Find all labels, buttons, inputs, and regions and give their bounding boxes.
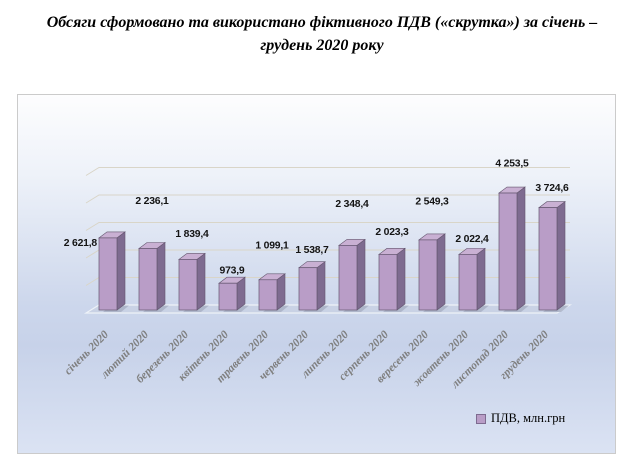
bar-chart-canvas: 2 621,8 2 236,1 1 839,4 973,9 1 099,1 1 538,7… — [62, 159, 573, 391]
bar-side-face — [316, 261, 326, 311]
bar-value-label: 2 023,3 — [375, 227, 409, 238]
bar-front-face — [258, 279, 278, 311]
bar-front-face — [98, 237, 118, 311]
bar-value-label: 3 724,6 — [535, 183, 569, 194]
bar-front-face — [338, 245, 358, 311]
bar-front-face — [138, 248, 158, 311]
bar-серпень-2020 — [378, 247, 409, 312]
bar-березень-2020 — [178, 252, 209, 312]
bar-червень-2020 — [298, 261, 329, 312]
bar-жовтень-2020 — [458, 247, 489, 312]
chart-title-line2: грудень 2020 року — [260, 36, 384, 54]
gridline — [85, 167, 570, 176]
bar-value-label: 1 839,4 — [175, 229, 209, 240]
bar-side-face — [396, 247, 406, 311]
bar-front-face — [218, 282, 238, 311]
bar-травень-2020 — [258, 273, 289, 312]
bar-side-face — [556, 200, 566, 311]
bar-листопад-2020 — [498, 186, 529, 312]
bar-front-face — [458, 254, 478, 311]
bar-липень-2020 — [338, 238, 369, 312]
bar-січень-2020 — [98, 231, 129, 312]
gridline — [85, 194, 570, 204]
bar-side-face — [516, 186, 526, 311]
bar-side-face — [156, 241, 166, 311]
bar-side-face — [116, 231, 126, 311]
bar-value-label: 2 549,3 — [415, 196, 449, 207]
bar-грудень-2020 — [538, 200, 569, 312]
chart-title: Обсяги сформовано та використано фіктивн… — [28, 12, 616, 57]
bar-front-face — [178, 259, 198, 311]
bar-front-face — [378, 254, 398, 311]
bar-side-face — [356, 238, 366, 311]
bar-front-face — [498, 192, 518, 311]
bar-front-face — [418, 239, 438, 311]
bar-вересень-2020 — [418, 233, 449, 312]
bar-value-label: 2 236,1 — [135, 196, 169, 207]
bar-value-label: 2 348,4 — [335, 199, 369, 210]
bar-квітень-2020 — [218, 276, 249, 312]
bar-front-face — [538, 207, 558, 311]
bar-value-label: 973,9 — [219, 266, 244, 277]
chart-legend: ПДВ, млн.грн — [476, 411, 565, 426]
bar-лютий-2020 — [138, 241, 169, 312]
legend-label: ПДВ, млн.грн — [491, 411, 566, 425]
bar-side-face — [436, 233, 446, 311]
chart-area: 2 621,8 2 236,1 1 839,4 973,9 1 099,1 1 538,7… — [17, 94, 616, 454]
chart-title-line1: Обсяги сформовано та використано фіктивн… — [46, 14, 598, 31]
bar-value-label: 2 022,4 — [455, 234, 489, 245]
legend-swatch-icon — [476, 413, 486, 424]
bar-value-label: 1 538,7 — [295, 245, 329, 256]
bar-front-face — [298, 267, 318, 311]
document-page: Обсяги сформовано та використано фіктивн… — [0, 12, 644, 454]
bar-value-label: 2 621,8 — [64, 238, 98, 249]
bar-value-label: 1 099,1 — [255, 240, 289, 251]
bar-side-face — [476, 247, 486, 311]
bar-value-label: 4 253,5 — [495, 159, 529, 170]
gridline — [85, 222, 570, 231]
bar-side-face — [196, 252, 206, 311]
